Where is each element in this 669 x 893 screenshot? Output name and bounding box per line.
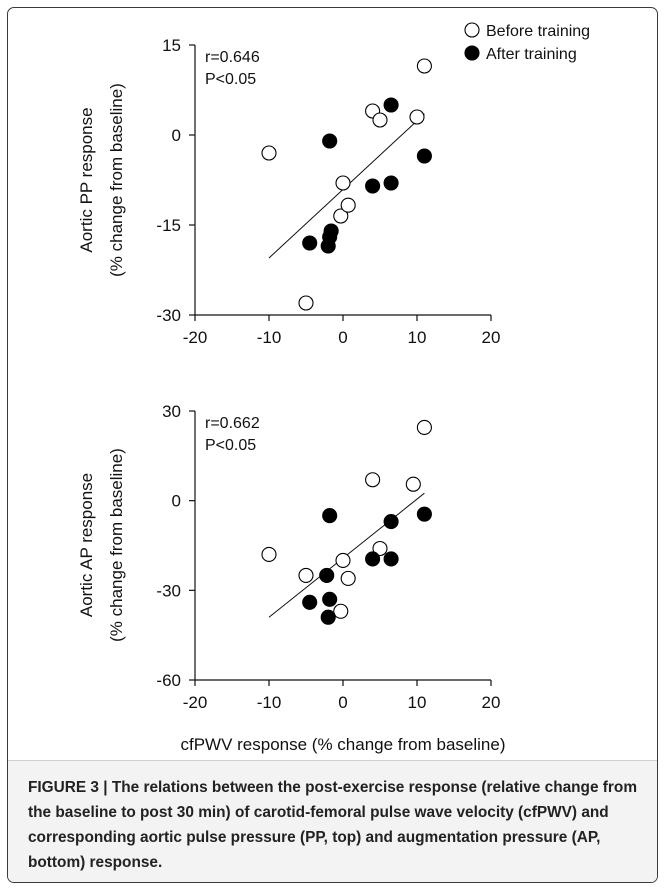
stat-annotation: r=0.646 bbox=[205, 49, 260, 66]
data-point-after-training bbox=[416, 506, 432, 522]
caption-panel: FIGURE 3 | The relations between the pos… bbox=[8, 760, 657, 882]
chart-aortic-ap: 30 0 -30 -60-20 -10 0 10 20 Aortic AP response (%… bbox=[77, 402, 506, 754]
y-tick-label: 15 bbox=[162, 36, 181, 55]
data-point-after-training bbox=[302, 594, 318, 610]
y-tick-label: -60 bbox=[156, 671, 181, 690]
legend-label-after: After training bbox=[486, 46, 577, 63]
legend-label-before: Before training bbox=[486, 23, 590, 40]
figure-frame bbox=[7, 7, 658, 883]
chart-aortic-pp: 15 0 -15 -30-20 -10 0 10 20 Aortic PP response (%… bbox=[77, 22, 590, 347]
data-point-after-training bbox=[365, 551, 381, 567]
x-tick-label: -20 bbox=[183, 693, 208, 712]
data-point-before-training bbox=[372, 540, 388, 557]
data-point-before-training bbox=[333, 603, 349, 619]
y-tick-label: -30 bbox=[156, 581, 181, 600]
stat-annotation: r=0.662 bbox=[205, 415, 260, 432]
data-point-before-training bbox=[372, 112, 388, 128]
data-point-after-training bbox=[302, 235, 318, 251]
x-tick-label: -20 bbox=[183, 328, 208, 347]
data-point-before-training bbox=[335, 175, 351, 191]
x-axis-label: cfPWV response (% change from baseline) bbox=[180, 735, 505, 754]
data-point-after-training bbox=[320, 609, 336, 625]
data-point-after-training bbox=[383, 97, 399, 113]
x-tick-label: 10 bbox=[408, 693, 427, 712]
legend-marker-before bbox=[464, 22, 480, 38]
y-tick-label: 30 bbox=[162, 402, 181, 421]
data-point-before-training bbox=[365, 472, 381, 488]
y-tick-label: -30 bbox=[156, 306, 181, 325]
figure-caption: FIGURE 3 | The relations between the pos… bbox=[28, 779, 637, 871]
data-point-after-training bbox=[322, 591, 338, 607]
x-tick-label: 10 bbox=[408, 328, 427, 347]
data-point-after-training bbox=[383, 175, 399, 191]
data-point-before-training bbox=[405, 476, 421, 492]
data-point-before-training bbox=[261, 546, 277, 563]
y-tick-label: 0 bbox=[172, 492, 181, 511]
data-point-before-training bbox=[298, 295, 314, 311]
y-tick-label: 0 bbox=[172, 126, 181, 145]
y-axis-label: (% change from baseline) bbox=[107, 448, 126, 642]
x-tick-label: 20 bbox=[482, 693, 501, 712]
data-point-after-training bbox=[323, 223, 339, 239]
data-point-before-training bbox=[416, 58, 432, 74]
data-point-after-training bbox=[383, 551, 399, 567]
y-axis-label: Aortic PP response bbox=[77, 107, 96, 252]
data-point-before-training bbox=[333, 208, 349, 224]
data-point-before-training bbox=[340, 570, 356, 586]
data-point-before-training bbox=[409, 109, 425, 125]
stat-annotation: P<0.05 bbox=[205, 437, 256, 454]
x-tick-label: 20 bbox=[482, 328, 501, 347]
data-point-after-training bbox=[365, 178, 381, 194]
data-point-before-training bbox=[298, 567, 314, 583]
data-point-after-training bbox=[383, 514, 399, 530]
x-tick-label: -10 bbox=[257, 693, 282, 712]
data-point-after-training bbox=[322, 508, 338, 524]
y-tick-label: -15 bbox=[156, 216, 181, 235]
stat-annotation: P<0.05 bbox=[205, 71, 256, 88]
data-point-before-training bbox=[335, 552, 351, 568]
data-point-after-training bbox=[319, 567, 335, 583]
data-point-before-training bbox=[340, 197, 356, 213]
data-point-after-training bbox=[416, 148, 432, 164]
legend-marker-after bbox=[464, 45, 480, 61]
x-tick-label: 0 bbox=[338, 328, 347, 347]
data-point-after-training bbox=[322, 133, 338, 149]
y-axis-label: Aortic AP response bbox=[77, 473, 96, 617]
y-axis-label: (% change from baseline) bbox=[107, 83, 126, 277]
data-point-before-training bbox=[261, 145, 277, 161]
data-point-before-training bbox=[416, 419, 432, 435]
x-tick-label: -10 bbox=[257, 328, 282, 347]
x-tick-label: 0 bbox=[338, 693, 347, 712]
